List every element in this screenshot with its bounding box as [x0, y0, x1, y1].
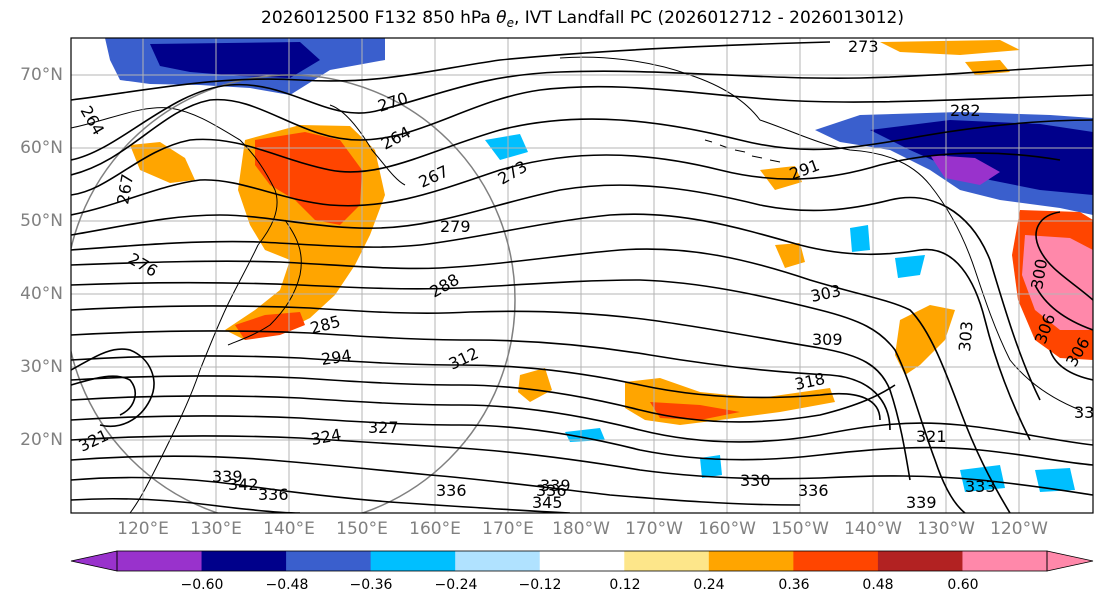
colorbar-tick: −0.12	[518, 577, 562, 593]
negative-anomaly-nw-core	[150, 42, 320, 78]
title-suffix: , IVT Landfall PC (2026012712 - 20260130…	[513, 8, 904, 28]
negative-anomaly-subtropical-3	[1035, 468, 1075, 492]
colorbar-box	[793, 551, 879, 571]
lon-label-170w: 170°W	[625, 519, 683, 539]
contour-label: 282	[950, 101, 981, 120]
contour-label: 294	[320, 346, 353, 369]
lat-label-60n: 60°N	[20, 138, 63, 158]
colorbar-tick: 0.24	[693, 577, 725, 593]
contour-label: 303	[955, 320, 977, 352]
lon-label-130w: 130°W	[917, 519, 975, 539]
colorbar-box	[708, 551, 794, 571]
negative-anomaly-subtropical-2	[700, 455, 722, 478]
map-frame	[70, 37, 1094, 514]
coastline-asia	[71, 107, 278, 513]
colorbar-tick: −0.48	[265, 577, 309, 593]
colorbar-tick: 0.36	[778, 577, 810, 593]
lat-label-20n: 20°N	[20, 430, 63, 450]
contour-label: 279	[440, 217, 471, 236]
lat-label-30n: 30°N	[20, 357, 63, 377]
contour-label: 336	[258, 485, 289, 504]
lat-label-50n: 50°N	[20, 211, 63, 231]
coastline-kamchatka	[329, 104, 406, 186]
positive-anomaly-gulf	[760, 166, 802, 190]
lon-label-120w: 120°W	[990, 519, 1048, 539]
colorbar-box	[877, 551, 963, 571]
coastline-aleutians	[704, 139, 781, 163]
colorbar-box	[624, 551, 710, 571]
colorbar-frame	[116, 550, 1048, 572]
contour-label: 339	[212, 467, 243, 486]
colorbar-box	[962, 551, 1048, 571]
colorbar-box	[201, 551, 287, 571]
map-field: 273 270 264 264 282 273 267 291 267 279 …	[71, 37, 1094, 513]
contour-label: 339	[906, 493, 937, 512]
lon-label-180w: 180°W	[552, 519, 610, 539]
contour-label: 345	[532, 493, 563, 512]
positive-anomaly-coast	[895, 305, 955, 375]
theta-symbol: θ	[496, 8, 507, 28]
colorbar-tick: 0.60	[947, 577, 979, 593]
contour-label: 33	[1074, 403, 1094, 422]
positive-anomaly-subtropical-core	[650, 402, 740, 420]
lon-label-160w: 160°W	[698, 519, 756, 539]
ivt-shading	[105, 38, 1093, 492]
positive-anomaly-japan-south	[235, 312, 305, 340]
negative-anomaly-subtropical-1	[565, 428, 605, 442]
contour-label: 339	[540, 476, 571, 495]
theta-subscript: e	[506, 16, 514, 30]
contour-label: 336	[798, 481, 829, 500]
lon-label-170e: 170°E	[482, 519, 534, 539]
negative-anomaly-alaska-extreme	[930, 155, 1000, 185]
contour-label: 336	[536, 481, 567, 500]
lon-label-120e: 120°E	[117, 519, 169, 539]
colorbar-box	[117, 551, 203, 571]
contour-label: 321	[916, 427, 947, 446]
negative-anomaly-west-2	[895, 255, 925, 278]
map-title: 2026012500 F132 850 hPa θe, IVT Landfall…	[0, 8, 1105, 30]
lon-label-160e: 160°E	[409, 519, 461, 539]
colorbar-tick: −0.36	[349, 577, 393, 593]
colorbar-boxes	[117, 551, 1048, 571]
lon-label-150w: 150°W	[771, 519, 829, 539]
positive-anomaly-japan-core	[255, 132, 362, 225]
lon-label-140w: 140°W	[844, 519, 902, 539]
lon-label-150e: 150°E	[336, 519, 388, 539]
negative-anomaly-alaska-core	[870, 120, 1093, 195]
positive-anomaly-central	[518, 368, 552, 402]
colorbar-tick: −0.24	[434, 577, 478, 593]
contour-label: 309	[812, 330, 843, 349]
colorbar-box	[455, 551, 541, 571]
lat-label-40n: 40°N	[20, 284, 63, 304]
contour-label: 336	[436, 481, 467, 500]
landfall-region-circle	[71, 74, 516, 513]
contour-label: 273	[848, 37, 879, 56]
colorbar-tick: 0.48	[862, 577, 894, 593]
colorbar-box	[370, 551, 456, 571]
contour-label: 333	[965, 477, 996, 496]
colorbar-tick: 0.12	[609, 577, 641, 593]
theta-e-contours	[71, 41, 1093, 513]
colorbar-box	[539, 551, 625, 571]
title-prefix: 2026012500 F132 850 hPa	[261, 8, 497, 28]
contour-label: 327	[368, 418, 399, 437]
colorbar-over-triangle	[1046, 550, 1094, 572]
positive-anomaly-okhotsk	[130, 142, 195, 183]
lon-label-140e: 140°E	[263, 519, 315, 539]
lon-label-130e: 130°E	[190, 519, 242, 539]
colorbar-box	[286, 551, 372, 571]
positive-anomaly-california-core	[1022, 235, 1093, 330]
positive-anomaly-top	[880, 40, 1020, 55]
negative-anomaly-west-3	[485, 134, 528, 160]
colorbar-tick: −0.60	[180, 577, 224, 593]
lat-label-70n: 70°N	[20, 65, 63, 85]
contour-label: 342	[228, 475, 259, 494]
positive-anomaly-midpacific	[775, 243, 805, 268]
contour-label: 330	[740, 471, 771, 490]
negative-anomaly-west-1	[850, 225, 870, 252]
colorbar-under-triangle	[70, 550, 118, 572]
